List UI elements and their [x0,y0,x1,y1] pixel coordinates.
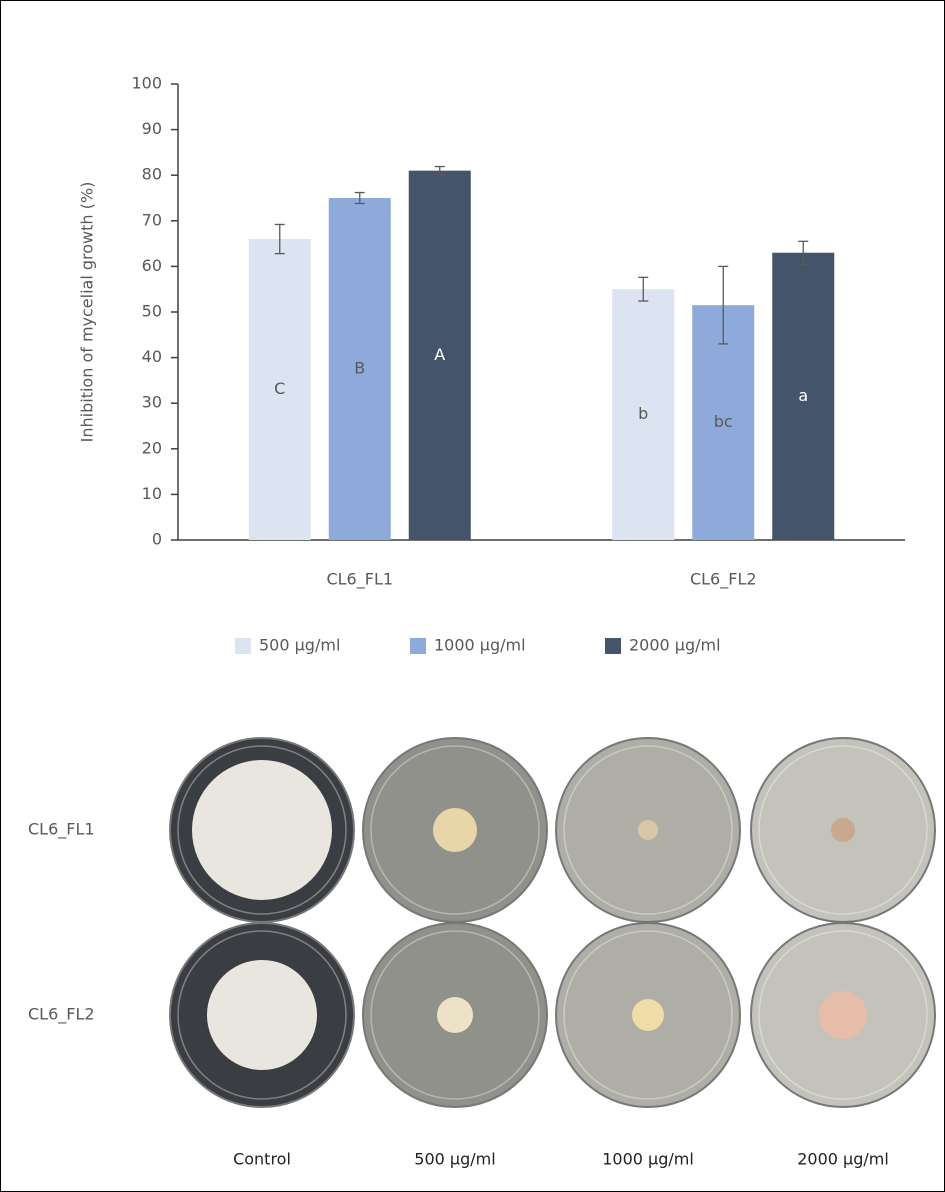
bar [612,289,675,540]
colony [632,999,664,1031]
legend-swatch [605,638,621,654]
y-tick-label: 0 [152,530,162,549]
petri-rim [370,745,540,915]
colony [433,808,477,852]
legend-swatch [235,638,251,654]
y-tick-label: 80 [142,165,162,184]
y-tick-label: 20 [142,438,162,457]
y-tick-label: 50 [142,302,162,321]
error-bar [354,191,365,205]
significance-letter: C [274,379,285,398]
legend-label: 2000 μg/ml [629,636,721,655]
colony [192,760,332,900]
legend-label: 1000 μg/ml [434,636,526,655]
y-tick-label: 90 [142,119,162,138]
colony [819,991,867,1039]
column-label: 1000 μg/ml [602,1150,694,1169]
petri-rim [758,930,928,1100]
colony [207,960,317,1070]
significance-letter: B [354,359,365,378]
column-label: 2000 μg/ml [797,1150,889,1169]
error-bar [638,276,649,302]
y-tick-label: 40 [142,347,162,366]
bar [328,198,391,540]
petri-rim [177,745,347,915]
significance-letter: b [638,404,648,423]
column-label: 500 μg/ml [414,1150,495,1169]
significance-letter: bc [714,412,733,431]
row-label: CL6_FL1 [28,820,95,840]
y-axis-label: Inhibition of mycelial growth (%) [78,182,97,443]
bar [772,252,835,540]
colony [831,818,855,842]
bar [408,170,471,540]
petri-rim [177,930,347,1100]
petri-rim [758,745,928,915]
y-tick-label: 60 [142,256,162,275]
error-bar [434,165,445,176]
bar [248,239,311,541]
error-bar [718,265,729,345]
petri-rim [563,930,733,1100]
significance-letter: A [434,345,445,364]
colony [638,820,658,840]
y-tick-label: 100 [131,74,162,93]
y-tick-label: 10 [142,484,162,503]
legend-swatch [410,638,426,654]
x-tick-label: CL6_FL1 [326,570,393,590]
y-tick-label: 70 [142,210,162,229]
petri-rim [370,930,540,1100]
y-tick-label: 30 [142,393,162,412]
row-label: CL6_FL2 [28,1005,95,1025]
error-bar [274,223,285,255]
x-tick-label: CL6_FL2 [690,570,757,590]
significance-letter: a [798,386,808,405]
column-label: Control [233,1150,291,1169]
plates: CL6_FL1 CL6_FL2 Control 500 μg/ml 1000 μg/ml… [28,737,936,1169]
legend-label: 500 μg/ml [259,636,340,655]
colony [437,997,473,1033]
error-bar [798,240,809,265]
petri-rim [563,745,733,915]
